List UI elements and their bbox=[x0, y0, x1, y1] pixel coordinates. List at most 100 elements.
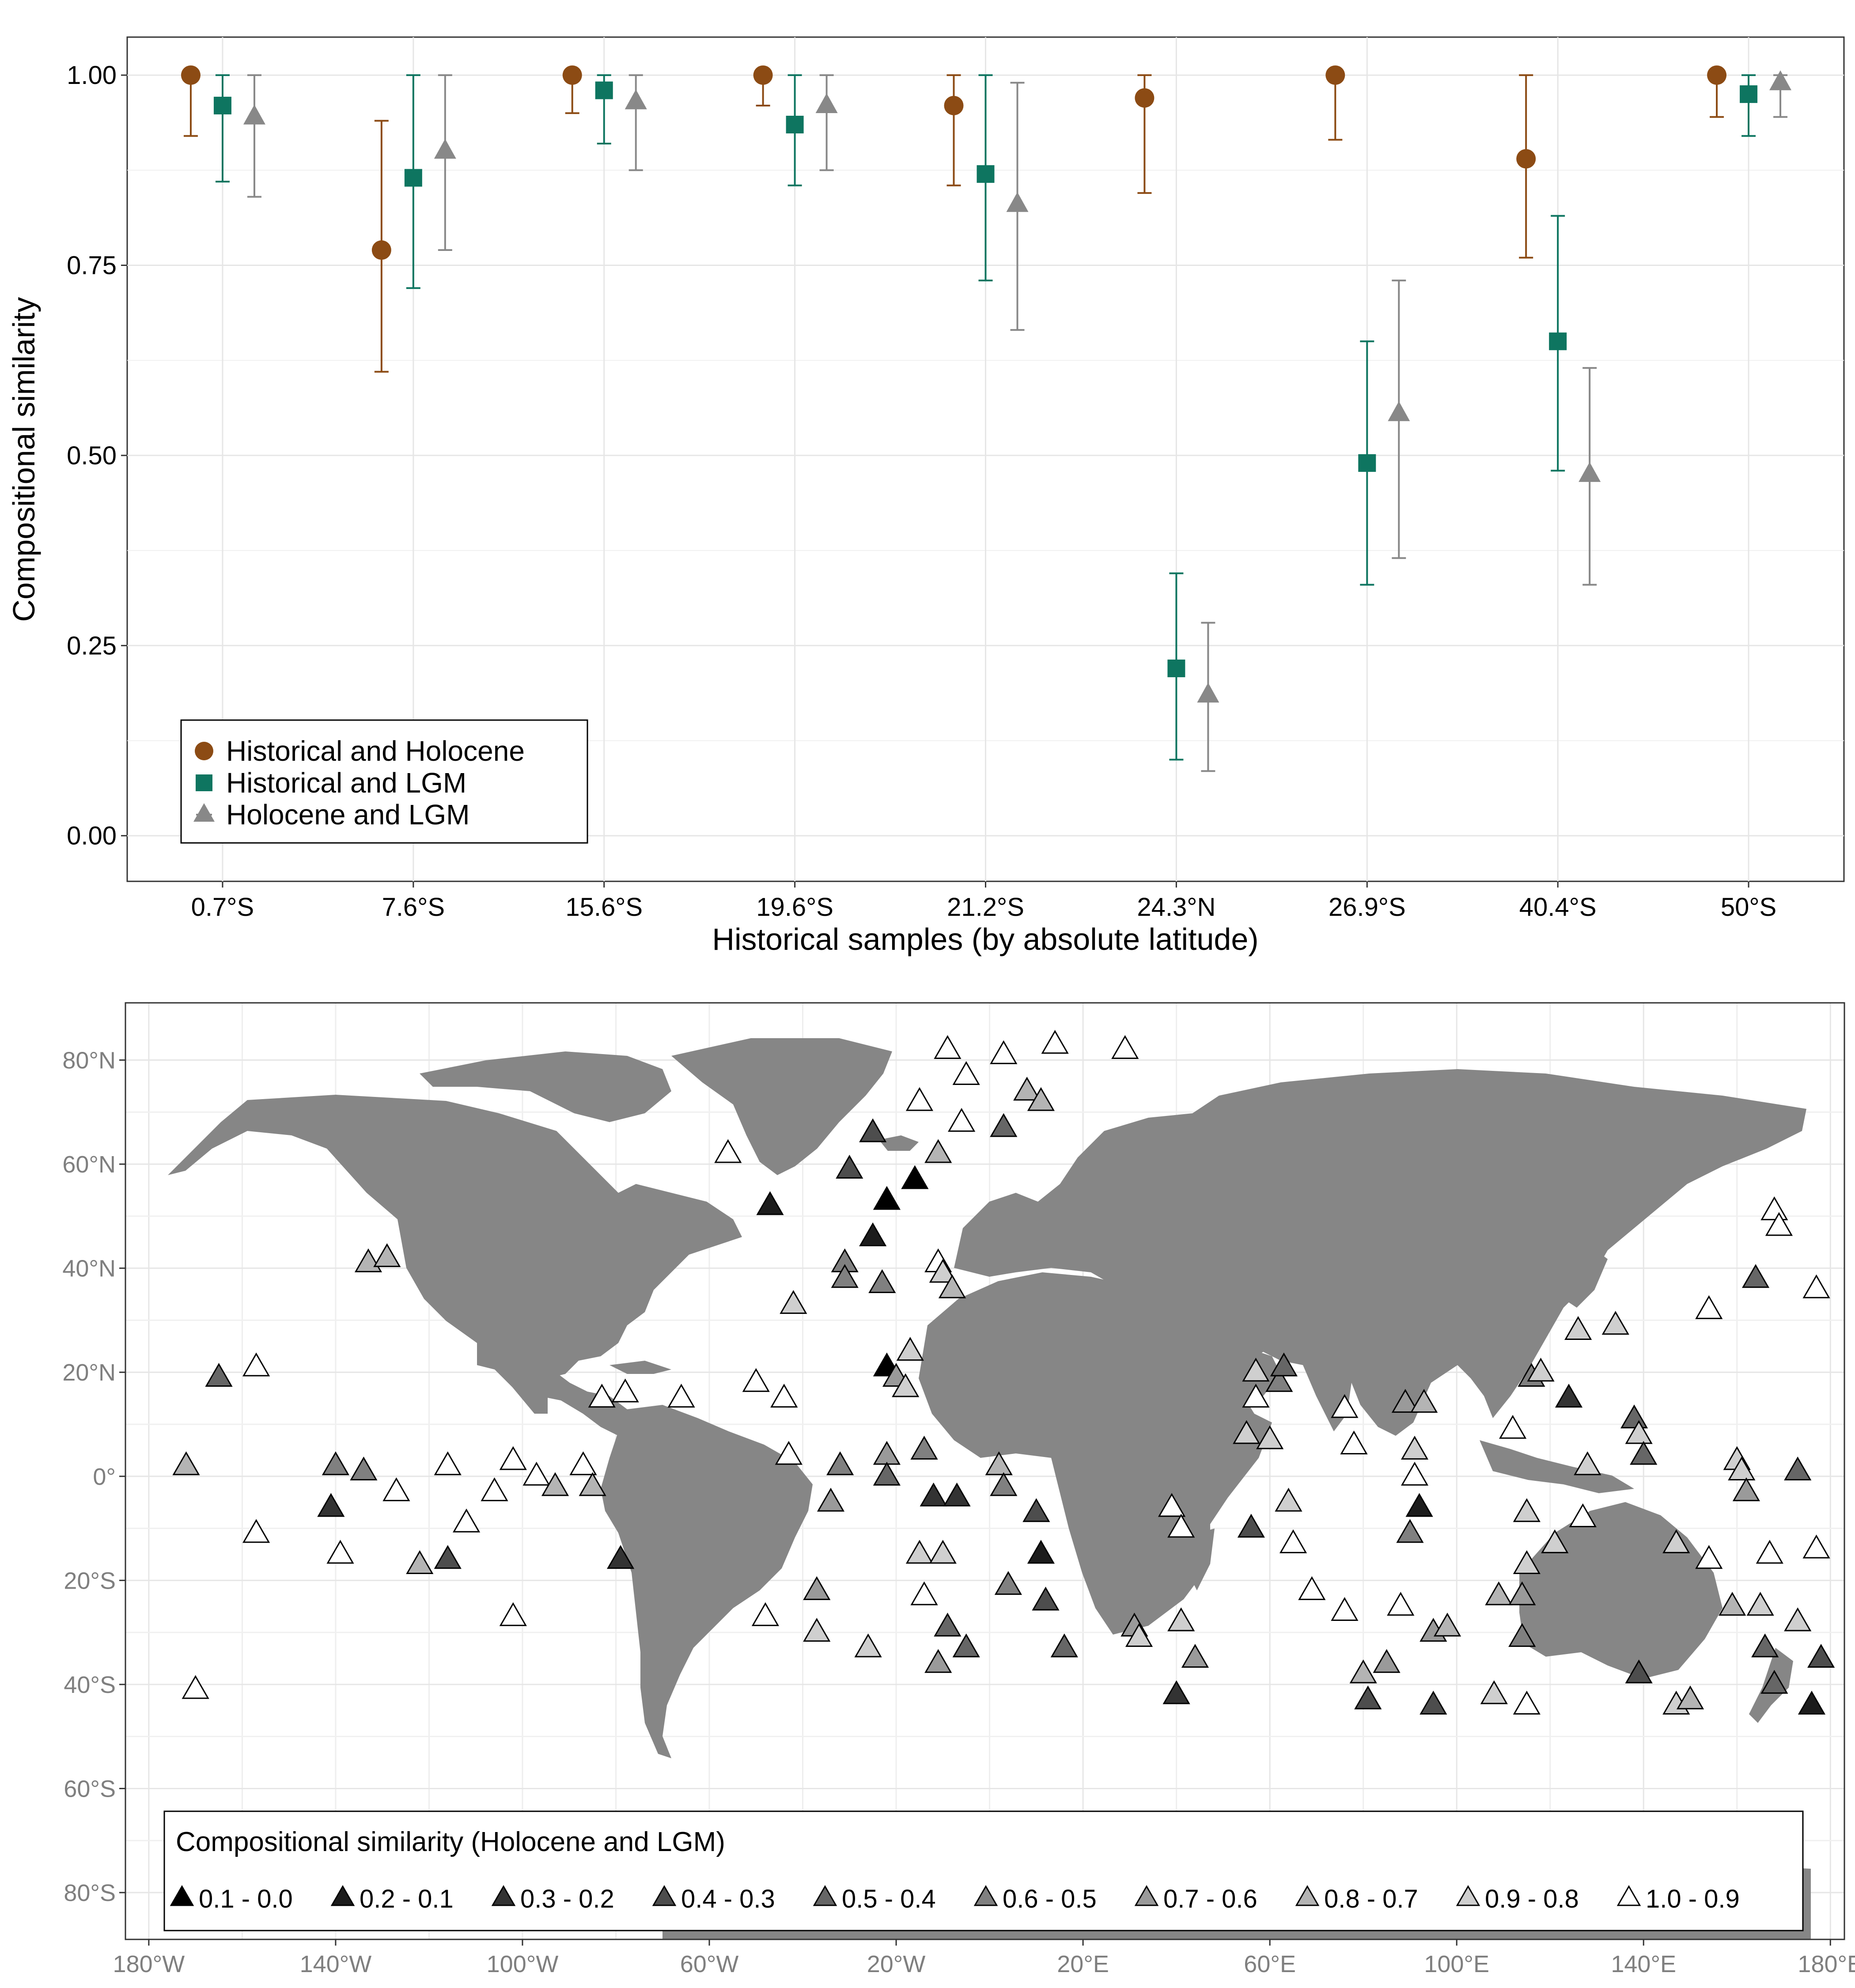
y-tick-label: 1.00 bbox=[67, 61, 117, 90]
map-y-tick-label: 40°S bbox=[64, 1672, 116, 1698]
map-sample-triangle bbox=[579, 1472, 606, 1496]
map-sample-triangle bbox=[434, 1451, 462, 1476]
x-tick-label: 21.2°S bbox=[947, 893, 1024, 922]
map-sample-triangle bbox=[1625, 1420, 1653, 1444]
map-sample-triangle bbox=[1405, 1493, 1433, 1517]
map-sample-triangle bbox=[803, 1618, 831, 1642]
map-sample-triangle bbox=[934, 1035, 962, 1059]
top-y-tick-labels: 0.00 0.25 0.50 0.75 1.00 bbox=[67, 61, 127, 850]
map-legend-label: 0.4 - 0.3 bbox=[681, 1885, 775, 1913]
map-sample-triangle bbox=[924, 1139, 952, 1163]
map-legend-label: 0.2 - 0.1 bbox=[360, 1885, 454, 1913]
map-sample-triangle bbox=[499, 1602, 527, 1626]
landmass-indonesia bbox=[1480, 1440, 1634, 1493]
map-sample-triangle bbox=[1354, 1685, 1382, 1710]
map-sample-triangle bbox=[1279, 1529, 1307, 1553]
legend-label: Historical and LGM bbox=[226, 767, 466, 799]
data-point-triangle bbox=[1006, 192, 1029, 212]
map-sample-triangle bbox=[1275, 1487, 1302, 1512]
map-sample-triangle bbox=[569, 1451, 597, 1476]
map-sample-triangle bbox=[1013, 1077, 1041, 1101]
map-sample-triangle bbox=[1760, 1196, 1788, 1221]
map-sample-triangle bbox=[985, 1451, 1013, 1476]
map-sample-triangle bbox=[350, 1456, 378, 1480]
map-sample-triangle bbox=[1620, 1404, 1648, 1429]
map-sample-triangle bbox=[1760, 1669, 1788, 1694]
map-sample-triangle bbox=[1499, 1415, 1527, 1439]
map-sample-triangle bbox=[1340, 1430, 1368, 1455]
map-sample-triangle bbox=[854, 1633, 882, 1658]
map-sample-triangle bbox=[948, 1108, 976, 1132]
map-sample-triangle bbox=[1676, 1685, 1704, 1710]
error-bar bbox=[215, 74, 230, 183]
map-sample-triangle bbox=[667, 1384, 695, 1408]
map-legend-label: 0.7 - 0.6 bbox=[1163, 1885, 1257, 1913]
map-sample-triangle bbox=[1798, 1690, 1826, 1715]
error-bar bbox=[1741, 74, 1756, 137]
map-sample-triangle bbox=[952, 1061, 980, 1085]
map-sample-triangle bbox=[1746, 1592, 1774, 1616]
map-sample-triangle bbox=[481, 1477, 508, 1502]
legend-key-square bbox=[196, 774, 212, 791]
error-bar bbox=[946, 74, 961, 186]
landmass-south-america bbox=[601, 1405, 813, 1758]
map-sample-triangle bbox=[242, 1352, 270, 1377]
top-data-marks bbox=[181, 65, 1792, 772]
map-sample-triangle bbox=[1662, 1529, 1690, 1553]
map-sample-triangle bbox=[1181, 1643, 1209, 1668]
map-legend-label: 0.8 - 0.7 bbox=[1324, 1885, 1418, 1913]
legend-label: Historical and Holocene bbox=[226, 735, 525, 767]
map-sample-triangle bbox=[1331, 1597, 1359, 1621]
map-sample-triangle bbox=[1125, 1623, 1153, 1647]
map-sample-triangle bbox=[1391, 1389, 1419, 1413]
map-legend-box bbox=[163, 1810, 1804, 1931]
map-sample-triangle bbox=[1242, 1384, 1270, 1408]
x-tick-label: 26.9°S bbox=[1329, 893, 1406, 922]
map-sample-triangle bbox=[910, 1581, 938, 1605]
map-sample-triangle bbox=[1433, 1612, 1461, 1637]
map-sample-triangle bbox=[770, 1384, 798, 1408]
data-point-square bbox=[1549, 332, 1567, 350]
map-sample-triangle bbox=[452, 1508, 481, 1533]
map-sample-triangle bbox=[326, 1540, 354, 1564]
map-sample-triangle bbox=[1508, 1623, 1536, 1647]
map-sample-triangle bbox=[934, 1612, 962, 1637]
data-point-square bbox=[595, 81, 613, 99]
map-longitude-labels: 180°W 140°W 100°W 60°W 20°W 20°E 60°E 100°E 140°… bbox=[113, 1939, 1855, 1977]
map-sample-triangle bbox=[929, 1540, 957, 1564]
map-sample-triangle bbox=[868, 1269, 896, 1293]
map-sample-triangle bbox=[1695, 1545, 1723, 1569]
map-sample-triangle bbox=[1784, 1607, 1812, 1631]
data-point-triangle bbox=[625, 89, 647, 110]
landmass-caribbean bbox=[610, 1361, 671, 1374]
map-legend-label: 0.9 - 0.8 bbox=[1485, 1885, 1579, 1913]
map-sample-triangle bbox=[1420, 1690, 1447, 1715]
landmass-japan bbox=[1564, 1246, 1608, 1308]
map-sample-triangle bbox=[1233, 1420, 1261, 1444]
map-legend-key-triangle bbox=[1295, 1885, 1320, 1906]
map-sample-triangle bbox=[1242, 1358, 1270, 1382]
map-sample-triangle bbox=[803, 1576, 831, 1600]
map-x-tick-label: 100°E bbox=[1424, 1951, 1489, 1977]
map-sample-triangle bbox=[499, 1446, 527, 1470]
map-sample-triangle bbox=[990, 1472, 1018, 1496]
map-sample-triangle bbox=[172, 1451, 200, 1476]
map-sample-triangle bbox=[373, 1243, 401, 1267]
data-point-triangle bbox=[243, 104, 265, 125]
map-legend-title: Compositional similarity (Holocene and L… bbox=[176, 1827, 725, 1857]
legend-key-triangle bbox=[193, 803, 215, 822]
map-sample-triangle bbox=[406, 1550, 434, 1574]
data-point-triangle bbox=[1197, 683, 1219, 703]
map-sample-triangle bbox=[588, 1384, 616, 1408]
landmass-arabia bbox=[1153, 1312, 1281, 1405]
landmass-africa bbox=[919, 1272, 1272, 1635]
map-sample-triangle bbox=[1625, 1659, 1653, 1684]
map-sample-triangle bbox=[1111, 1035, 1139, 1059]
legend-label: Holocene and LGM bbox=[226, 799, 469, 831]
data-point-circle bbox=[944, 95, 964, 115]
map-sample-triangle bbox=[1574, 1451, 1601, 1476]
map-sample-triangle bbox=[714, 1139, 742, 1163]
map-sample-triangle bbox=[901, 1165, 929, 1189]
map-legend-key-triangle bbox=[973, 1885, 998, 1906]
